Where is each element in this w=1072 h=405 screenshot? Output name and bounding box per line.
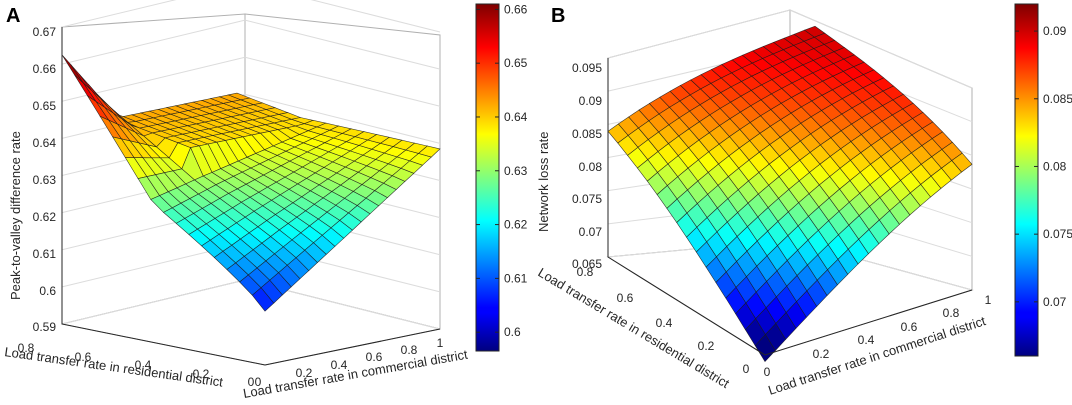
panel-b-y-tick: 0.4	[656, 316, 673, 330]
panel-b-colorbar-tick: 0.07	[1043, 295, 1067, 309]
panel-a-letter: A	[6, 5, 20, 27]
panel-a-x-tick: 0.6	[366, 350, 383, 364]
panel-b-x-tick: 0.8	[943, 306, 960, 320]
panel-a-gridline	[310, 0, 441, 33]
panel-a-y-tick: 0.8	[18, 341, 35, 355]
panel-b-y-tick: 0.2	[698, 339, 715, 353]
panel-b-z-tick: 0.09	[579, 94, 603, 108]
panel-b-colorbar-tick: 0.09	[1043, 24, 1067, 38]
panel-a-z-ticks: 0.67 0.66 0.65 0.64 0.63 0.62 0.61 0.6 0…	[33, 25, 57, 334]
panel-b-z-tick: 0.095	[572, 61, 602, 75]
panel-b-surface	[607, 25, 973, 363]
panel-a-gridline	[61, 0, 177, 28]
panel-b-gridline	[789, 9, 973, 89]
panel-a-colorbar-tick: 0.62	[504, 218, 528, 232]
panel-b-y-ticks: 0.8 0.6 0.4 0.2 0	[577, 265, 750, 376]
panel-a-colorbar-frame	[475, 3, 500, 352]
panel-b-surface-cell	[951, 152, 973, 173]
panel-b-z-tick: 0.075	[572, 192, 602, 206]
panel-a: A 0.67 0.66 0.65 0.64 0.63 0.62 0.61 0.6…	[4, 0, 528, 401]
panel-b-z-tick: 0.065	[572, 257, 602, 271]
panel-a-z-label: Peak-to-valley difference rate	[8, 131, 23, 300]
panel-a-y-label: Load transfer rate in residential distri…	[4, 344, 225, 390]
panel-a-z-tick: 0.64	[33, 136, 57, 150]
panel-a-z-tick: 0.61	[33, 247, 57, 261]
panel-a-y-tick: 0.6	[75, 350, 92, 364]
panel-b-x-ticks: 0 0.2 0.4 0.6 0.8 1	[764, 293, 992, 379]
panel-a-y-tick: 0	[248, 375, 255, 389]
panel-b-y-tick: 0	[743, 362, 750, 376]
panel-b-colorbar-tick: 0.075	[1043, 227, 1072, 241]
panel-a-x-tick: 0.2	[296, 366, 313, 380]
panel-a-z-tick: 0.59	[33, 320, 57, 334]
panel-a-colorbar-tick: 0.6	[504, 325, 521, 339]
panel-a-y-tick: 0.4	[135, 358, 152, 372]
panel-a-x-tick: 0	[255, 375, 262, 389]
panel-b-y-tick: 0.6	[617, 291, 634, 305]
panel-b-gridline	[607, 9, 791, 59]
panel-a-colorbar: 0.6 0.61 0.62 0.63 0.64 0.65 0.66	[475, 2, 528, 352]
panel-a-gridline	[244, 19, 441, 70]
panel-a-y-ticks: 0.8 0.6 0.4 0.2 0	[18, 341, 255, 389]
panel-a-colorbar-tick: 0.63	[504, 164, 528, 178]
panel-a-colorbar-gradient	[476, 4, 499, 351]
panel-a-gridline	[61, 19, 246, 65]
panel-a-x-tick: 0.8	[401, 343, 418, 357]
panel-b-colorbar: 0.07 0.075 0.08 0.085 0.09	[1014, 3, 1072, 357]
panel-b-x-tick: 0.6	[901, 320, 918, 334]
panel-b-z-tick: 0.08	[579, 160, 603, 174]
panel-a-surface	[61, 54, 441, 312]
panel-a-colorbar-tick: 0.66	[504, 2, 528, 16]
panel-a-axes	[61, 27, 441, 366]
panel-a-x-ticks: 0 0.2 0.4 0.6 0.8 1	[255, 336, 444, 389]
panel-b-colorbar-tick: 0.085	[1043, 92, 1072, 106]
panel-a-gridline	[61, 279, 246, 325]
panel-a-gridline	[244, 93, 441, 144]
panel-b-x-tick: 0.2	[813, 347, 830, 361]
panel-a-z-tick: 0.62	[33, 210, 57, 224]
panel-b-y-tick: 0.8	[577, 265, 594, 279]
panel-a-y-tick: 0.2	[193, 367, 210, 381]
panel-a-z-tick: 0.65	[33, 99, 57, 113]
panel-a-x-tick: 0.4	[331, 358, 348, 372]
panel-a-surface-cell	[417, 145, 441, 158]
panel-a-z-tick: 0.6	[39, 284, 56, 298]
panel-a-z-tick: 0.66	[33, 62, 57, 76]
panel-a-colorbar-tick: 0.61	[504, 271, 528, 285]
panel-b: B 0.095 0.09 0.085 0.08 0.075 0.07 0.065…	[535, 3, 1072, 398]
panel-b-axes	[607, 58, 973, 356]
panel-a-gridline	[244, 56, 441, 107]
panel-a-x-tick: 1	[437, 336, 444, 350]
panel-b-colorbar-frame	[1014, 3, 1039, 357]
panel-a-colorbar-tick: 0.65	[504, 56, 528, 70]
panel-a-colorbar-tick: 0.64	[504, 110, 528, 124]
panel-a-z-tick: 0.63	[33, 173, 57, 187]
panel-b-x-tick: 0.4	[858, 333, 875, 347]
panel-b-z-tick: 0.07	[579, 225, 603, 239]
panel-b-z-label: Network loss rate	[536, 132, 551, 232]
panel-b-z-ticks: 0.095 0.09 0.085 0.08 0.075 0.07 0.065	[572, 61, 602, 271]
panel-a-z-tick: 0.67	[33, 25, 57, 39]
panel-b-colorbar-gradient	[1015, 4, 1038, 356]
panel-b-z-tick: 0.085	[572, 127, 602, 141]
panel-b-x-tick: 1	[985, 293, 992, 307]
panel-b-letter: B	[551, 5, 565, 27]
panel-b-colorbar-tick: 0.08	[1043, 159, 1067, 173]
panel-b-x-tick: 0	[764, 365, 771, 379]
